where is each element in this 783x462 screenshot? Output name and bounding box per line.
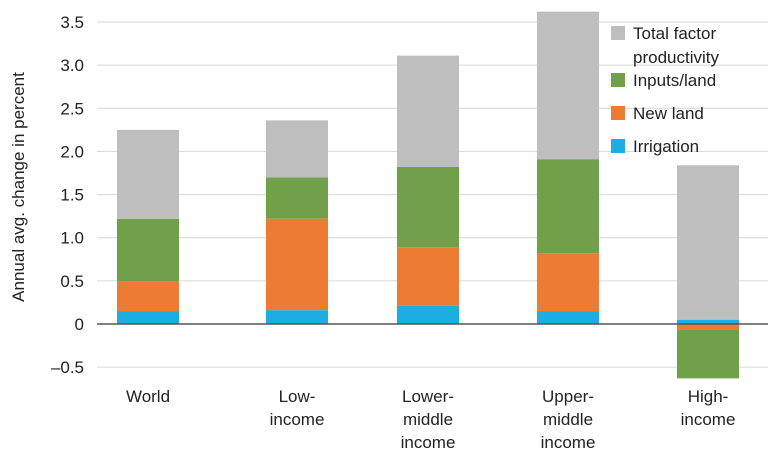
x-axis-ticks: World Low-income Lower-middle income Upper-m… — [126, 387, 735, 452]
bars — [117, 11, 739, 379]
y-tick-label: 0 — [75, 315, 84, 334]
legend-label: Irrigation — [633, 137, 699, 156]
bar-segment — [537, 159, 599, 254]
bar-segment — [397, 305, 459, 324]
legend: Total factor productivity Inputs/land New l… — [611, 24, 719, 156]
bar-segment — [117, 129, 179, 219]
legend-label: New land — [633, 104, 704, 123]
y-tick-label: 0.5 — [60, 272, 84, 291]
bar-segment — [397, 166, 459, 248]
x-tick-label: Low- — [279, 387, 316, 406]
bar-segment — [117, 281, 179, 312]
legend-label: Total factor — [633, 24, 716, 43]
y-tick-label: 1.0 — [60, 229, 84, 248]
bar-segment — [677, 319, 739, 324]
x-tick-label: Upper- — [542, 387, 594, 406]
bar-segment — [537, 253, 599, 312]
bar-segment — [266, 177, 328, 219]
x-tick-label: income — [541, 433, 596, 452]
bar-segment — [397, 247, 459, 306]
y-axis-ticks: –0.5 0 0.5 1.0 1.5 2.0 2.5 3.0 3.5 — [51, 13, 84, 377]
bar-segment — [266, 120, 328, 178]
x-tick-label: middle — [543, 410, 593, 429]
y-tick-label: 1.5 — [60, 186, 84, 205]
bar-segment — [266, 310, 328, 324]
legend-swatch — [611, 139, 625, 153]
bar-segment — [266, 218, 328, 311]
y-tick-label: 3.0 — [60, 56, 84, 75]
bar-segment — [537, 11, 599, 160]
bar-segment — [397, 55, 459, 167]
legend-label: productivity — [633, 48, 719, 67]
bar-segment — [117, 311, 179, 324]
legend-swatch — [611, 73, 625, 87]
x-tick-label: Lower- — [402, 387, 454, 406]
legend-label: Inputs/land — [633, 71, 716, 90]
bar-segment — [677, 329, 739, 379]
x-tick-label: income — [401, 433, 456, 452]
y-tick-label: –0.5 — [51, 358, 84, 377]
legend-swatch — [611, 26, 625, 40]
x-tick-label: income — [681, 410, 736, 429]
x-tick-label: World — [126, 387, 170, 406]
x-tick-label: middle — [403, 410, 453, 429]
y-tick-label: 3.5 — [60, 13, 84, 32]
bar-segment — [117, 218, 179, 282]
bar-segment — [677, 165, 739, 320]
bar-segment — [677, 324, 739, 330]
y-tick-label: 2.0 — [60, 142, 84, 161]
x-tick-label: income — [270, 410, 325, 429]
y-axis-label: Annual avg. change in percent — [9, 72, 28, 302]
x-tick-label: High- — [688, 387, 729, 406]
y-tick-label: 2.5 — [60, 99, 84, 118]
legend-swatch — [611, 106, 625, 120]
bar-segment — [537, 311, 599, 324]
